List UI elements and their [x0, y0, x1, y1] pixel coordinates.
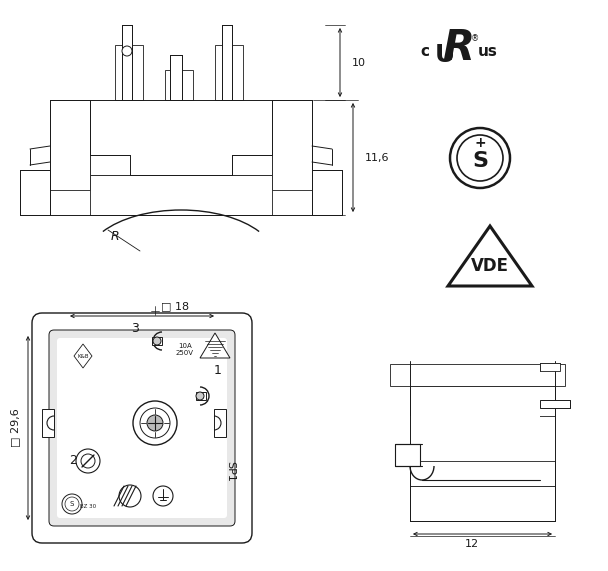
Bar — [215, 45, 243, 100]
Text: □ 18: □ 18 — [161, 301, 189, 311]
Text: 2: 2 — [69, 455, 77, 468]
Text: S: S — [472, 151, 488, 171]
Text: 11,6: 11,6 — [365, 153, 390, 163]
Polygon shape — [448, 226, 532, 286]
Circle shape — [147, 415, 163, 431]
Bar — [115, 45, 143, 100]
FancyBboxPatch shape — [57, 338, 227, 518]
Text: 3: 3 — [131, 323, 139, 336]
Text: SP1: SP1 — [225, 461, 235, 481]
Text: VDE: VDE — [471, 257, 509, 275]
Circle shape — [62, 494, 82, 514]
Text: us: us — [478, 43, 498, 58]
Circle shape — [140, 408, 170, 438]
Circle shape — [457, 135, 503, 181]
Bar — [152, 337, 162, 345]
Bar — [540, 400, 570, 408]
Text: U: U — [435, 43, 455, 67]
Text: K&B: K&B — [77, 353, 89, 359]
Bar — [410, 486, 555, 521]
Text: S: S — [70, 501, 74, 507]
Bar — [395, 444, 420, 466]
Bar — [410, 386, 555, 416]
Text: R: R — [111, 230, 119, 243]
Bar — [390, 364, 565, 386]
Bar — [20, 170, 50, 215]
Bar — [272, 100, 312, 190]
Bar — [312, 170, 342, 215]
Bar — [170, 55, 182, 100]
Bar — [222, 25, 232, 100]
Bar — [90, 155, 130, 175]
Bar — [410, 386, 555, 416]
Bar — [196, 392, 206, 400]
Bar — [390, 364, 565, 386]
Circle shape — [450, 128, 510, 188]
Text: ®: ® — [471, 34, 479, 43]
Circle shape — [153, 337, 161, 345]
Bar — [115, 45, 143, 100]
Bar — [20, 170, 50, 215]
Text: 250V: 250V — [176, 350, 194, 356]
Polygon shape — [74, 344, 92, 368]
Text: 12: 12 — [465, 539, 479, 549]
FancyBboxPatch shape — [49, 330, 235, 526]
Bar — [540, 363, 560, 371]
Bar — [122, 25, 132, 100]
Text: c: c — [421, 43, 429, 58]
Bar — [90, 175, 272, 215]
Text: 10A: 10A — [178, 343, 192, 349]
Bar — [410, 461, 555, 486]
Bar — [215, 45, 243, 100]
Bar — [232, 155, 272, 175]
Circle shape — [122, 46, 132, 56]
Bar — [232, 155, 272, 175]
Bar — [90, 155, 130, 175]
Bar — [90, 175, 272, 215]
Bar — [410, 486, 555, 521]
Bar — [50, 100, 90, 190]
Bar — [214, 409, 226, 437]
Circle shape — [65, 497, 79, 511]
Polygon shape — [200, 333, 230, 358]
Bar — [50, 100, 90, 190]
Circle shape — [153, 486, 173, 506]
Circle shape — [133, 401, 177, 445]
Bar — [410, 461, 555, 486]
Bar — [272, 100, 312, 190]
Circle shape — [196, 392, 204, 400]
Bar — [312, 170, 342, 215]
Bar — [130, 100, 232, 175]
Circle shape — [76, 449, 100, 473]
Text: +: + — [474, 136, 486, 150]
Text: □ 29,6: □ 29,6 — [10, 409, 20, 447]
Bar — [410, 416, 540, 431]
Text: 10: 10 — [352, 58, 366, 68]
Bar — [42, 409, 54, 437]
Text: BZ 30: BZ 30 — [80, 504, 96, 509]
Circle shape — [119, 485, 141, 507]
Text: R: R — [442, 27, 474, 69]
FancyBboxPatch shape — [32, 313, 252, 543]
Circle shape — [81, 454, 95, 468]
Bar — [165, 70, 193, 100]
Bar — [165, 70, 193, 100]
Text: 1: 1 — [214, 364, 222, 377]
